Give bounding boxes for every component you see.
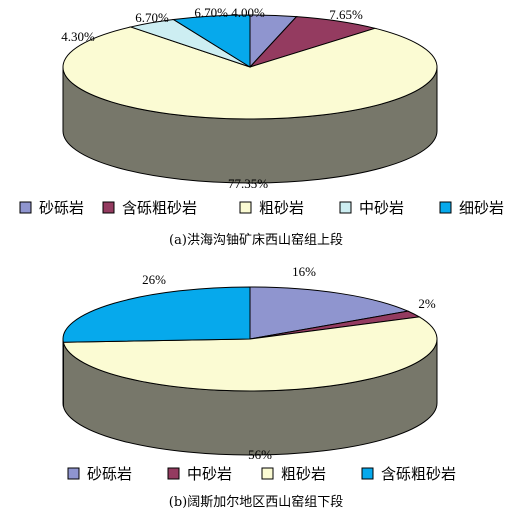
legend-swatch-2 (239, 201, 252, 214)
pie-chart-a: 4.00% 7.65% 77.35% 4.30% 6.70% 6.70% (61, 5, 438, 191)
legend-swatch-3 (339, 201, 352, 214)
pie-chart-b: 16% 2% 56% 26% (62, 264, 438, 462)
pie-slice-4 (172, 14, 251, 68)
legend-label-3: 中砂岩 (359, 199, 404, 217)
legend-label-2: 粗砂岩 (281, 465, 326, 483)
slice-label-1: 7.65% (329, 7, 363, 22)
pie-slice-3 (62, 286, 251, 343)
slice-label-0: 16% (292, 264, 316, 279)
legend-swatch-0 (19, 201, 32, 214)
extra-label-0: 6.70% (135, 10, 169, 25)
slice-label-3: 26% (142, 272, 166, 287)
caption-b: (b)阔斯加尔地区西山窑组下段 (169, 494, 343, 510)
slice-label-3: 4.30% (61, 29, 95, 44)
legend-swatch-2 (261, 467, 274, 480)
legend-swatch-0 (67, 467, 80, 480)
caption-a: (a)洪海沟铀矿床西山窑组上段 (169, 232, 343, 248)
legend-swatch-3 (361, 467, 374, 480)
legend-swatch-1 (167, 467, 180, 480)
legend-label-0: 砂砾岩 (39, 199, 84, 217)
legend-label-1: 含砾粗砂岩 (122, 199, 197, 217)
slice-label-1: 2% (418, 296, 436, 311)
slice-label-2: 56% (248, 447, 272, 462)
slice-label-0: 4.00% (231, 5, 265, 20)
legend-swatch-4 (439, 201, 452, 214)
pie-slice-2 (62, 26, 438, 120)
legend-label-1: 中砂岩 (187, 465, 232, 483)
legend-swatch-1 (102, 201, 115, 214)
legend-a: 砂砾岩 含砾粗砂岩 粗砂岩 中砂岩 细砂岩 (19, 199, 504, 217)
pie-slice-2 (62, 316, 438, 392)
pie-slice-0 (249, 286, 410, 340)
legend-label-2: 粗砂岩 (259, 199, 304, 217)
legend-b: 砂砾岩 中砂岩 粗砂岩 含砾粗砂岩 (67, 465, 456, 483)
legend-label-3: 含砾粗砂岩 (381, 465, 456, 483)
slice-label-4: 6.70% (194, 5, 228, 20)
legend-label-4: 细砂岩 (459, 199, 504, 217)
slice-label-2: 77.35% (228, 176, 268, 191)
legend-label-0: 砂砾岩 (87, 465, 132, 483)
